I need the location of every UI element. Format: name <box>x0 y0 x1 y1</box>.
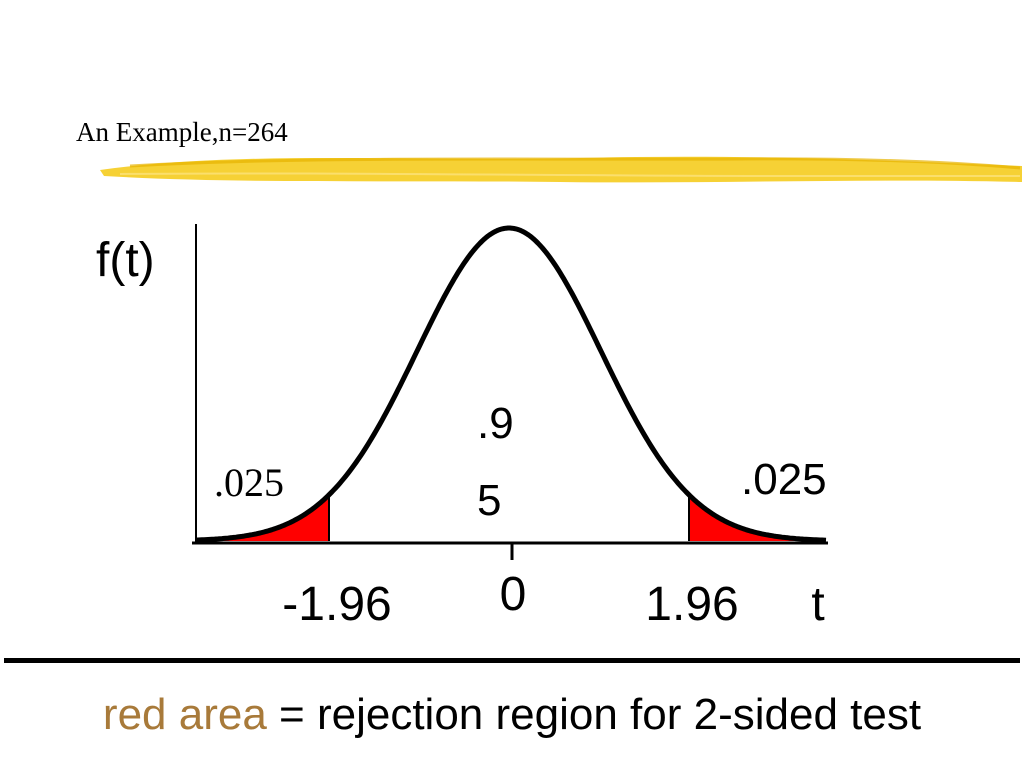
normal-curve <box>195 225 827 543</box>
center-area-value-line2: 5 <box>477 476 501 525</box>
y-axis-label: f(t) <box>96 234 155 287</box>
left-tail-area <box>196 494 329 541</box>
title-highlighter <box>100 156 1022 183</box>
x-axis-label: t <box>811 578 824 631</box>
tick-label-right-critical: 1.96 <box>645 578 738 631</box>
right-tail-value: .025 <box>741 455 827 504</box>
right-tail-area <box>689 494 826 541</box>
caption: red area = rejection region for 2-sided … <box>0 690 1024 740</box>
center-area-value-line1: .9 <box>477 399 514 448</box>
tick-label-center: 0 <box>500 568 527 621</box>
caption-text: = rejection region for 2-sided test <box>266 690 922 739</box>
slide-title: An Example,n=264 <box>76 117 288 147</box>
tick-label-left-critical: -1.96 <box>282 578 391 631</box>
caption-highlight: red area <box>102 690 267 739</box>
left-tail-value: .025 <box>214 460 284 505</box>
caption-separator <box>4 658 1020 663</box>
